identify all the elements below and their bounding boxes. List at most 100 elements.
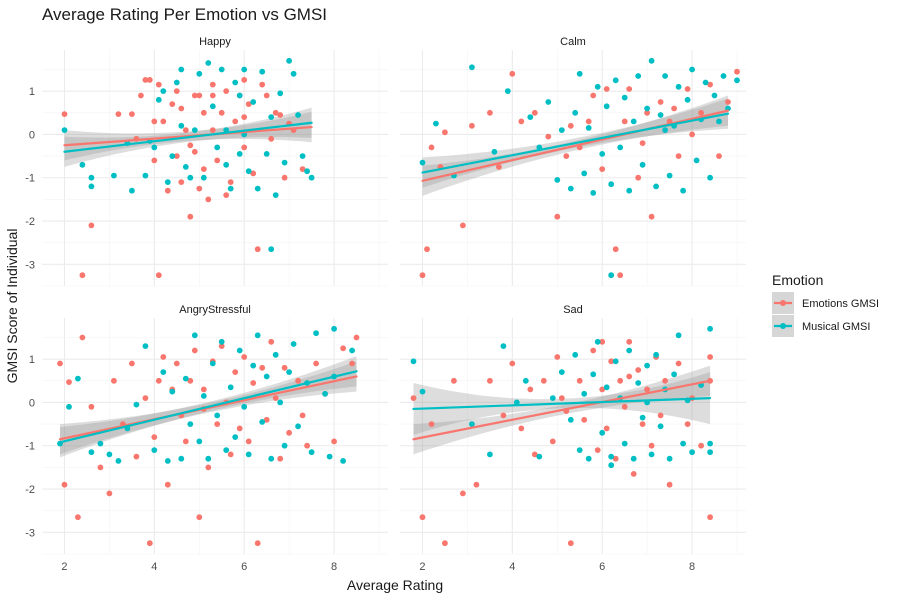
data-point bbox=[635, 380, 642, 386]
data-point bbox=[182, 438, 189, 445]
data-point bbox=[428, 144, 435, 151]
data-point bbox=[88, 174, 95, 181]
data-point bbox=[630, 118, 637, 125]
facet-label-happy: Happy bbox=[199, 36, 231, 48]
data-point bbox=[698, 109, 704, 116]
data-point bbox=[196, 92, 203, 99]
data-point bbox=[621, 118, 628, 125]
facet-sad: Sad 2 4 6 8 bbox=[400, 304, 746, 573]
data-point bbox=[644, 105, 650, 112]
legend-key-emotions-gmsi bbox=[772, 292, 794, 314]
data-point bbox=[608, 272, 615, 279]
data-point bbox=[214, 412, 221, 419]
data-point bbox=[209, 360, 216, 367]
data-point bbox=[191, 332, 198, 339]
data-point bbox=[232, 434, 239, 440]
data-point bbox=[504, 88, 511, 94]
data-point bbox=[671, 371, 677, 378]
data-point bbox=[88, 403, 95, 410]
data-point bbox=[232, 369, 239, 375]
data-point bbox=[487, 451, 493, 458]
data-point bbox=[178, 455, 185, 462]
data-point bbox=[97, 464, 104, 471]
data-point bbox=[290, 341, 297, 347]
data-point bbox=[689, 449, 695, 456]
data-point bbox=[142, 395, 149, 401]
data-point bbox=[353, 334, 360, 341]
data-point bbox=[680, 440, 686, 447]
data-point bbox=[178, 122, 185, 129]
data-point bbox=[549, 395, 556, 401]
data-point bbox=[241, 77, 248, 83]
data-point bbox=[581, 390, 588, 397]
data-point bbox=[707, 81, 713, 88]
trend-line-emotions-gmsi bbox=[421, 109, 730, 182]
data-point bbox=[349, 360, 355, 367]
data-point bbox=[191, 148, 198, 155]
data-point bbox=[599, 386, 606, 393]
y-axis-title: GMSI Score of Individual bbox=[4, 229, 20, 384]
data-point bbox=[657, 412, 664, 419]
data-point bbox=[227, 185, 234, 192]
data-point bbox=[657, 423, 664, 430]
data-point bbox=[662, 73, 668, 79]
data-point bbox=[331, 325, 337, 332]
data-point bbox=[572, 351, 579, 358]
data-point bbox=[419, 272, 426, 279]
data-point bbox=[250, 380, 257, 386]
data-point bbox=[419, 388, 426, 395]
data-point bbox=[272, 395, 279, 401]
y-tick-label: 0 bbox=[29, 397, 35, 409]
data-point bbox=[227, 179, 234, 186]
data-point bbox=[313, 330, 319, 337]
data-point bbox=[599, 338, 606, 345]
data-point bbox=[129, 111, 135, 117]
grid-happy bbox=[42, 50, 388, 287]
data-point bbox=[322, 390, 328, 397]
data-point bbox=[142, 172, 149, 179]
data-point bbox=[187, 142, 194, 149]
data-point bbox=[675, 153, 682, 160]
data-point bbox=[138, 92, 144, 99]
data-point bbox=[594, 338, 601, 345]
data-point bbox=[155, 272, 162, 279]
data-point bbox=[223, 161, 230, 168]
data-point bbox=[88, 449, 95, 456]
data-point bbox=[675, 332, 682, 339]
data-point bbox=[460, 490, 466, 497]
data-point bbox=[75, 514, 81, 521]
data-point bbox=[698, 442, 704, 449]
data-point bbox=[182, 375, 189, 382]
data-point bbox=[693, 157, 700, 164]
facet-label-sad: Sad bbox=[563, 304, 583, 316]
data-point bbox=[286, 369, 292, 375]
data-point bbox=[612, 455, 619, 462]
data-point bbox=[115, 458, 122, 464]
data-point bbox=[487, 109, 493, 116]
data-point bbox=[268, 246, 275, 253]
data-point bbox=[666, 481, 673, 488]
data-point bbox=[567, 185, 574, 192]
data-point bbox=[160, 118, 167, 125]
data-point bbox=[308, 449, 315, 456]
data-point bbox=[160, 369, 167, 375]
data-point bbox=[734, 77, 740, 84]
data-point bbox=[182, 127, 189, 133]
data-point bbox=[223, 447, 230, 453]
data-point bbox=[608, 181, 615, 188]
data-point bbox=[173, 79, 180, 86]
data-point bbox=[304, 442, 310, 449]
data-point bbox=[187, 174, 194, 181]
data-point bbox=[88, 222, 95, 229]
legend: Emotion Emotions GMSI Musical GMSI bbox=[772, 272, 879, 337]
data-point bbox=[313, 360, 319, 367]
x-tick-label: 8 bbox=[331, 561, 337, 573]
data-point bbox=[442, 129, 448, 136]
data-point bbox=[540, 377, 547, 384]
data-point bbox=[734, 68, 740, 75]
data-point bbox=[205, 464, 212, 471]
data-point bbox=[549, 438, 556, 445]
data-point bbox=[236, 425, 243, 432]
data-point bbox=[209, 92, 216, 99]
data-point bbox=[277, 112, 284, 118]
